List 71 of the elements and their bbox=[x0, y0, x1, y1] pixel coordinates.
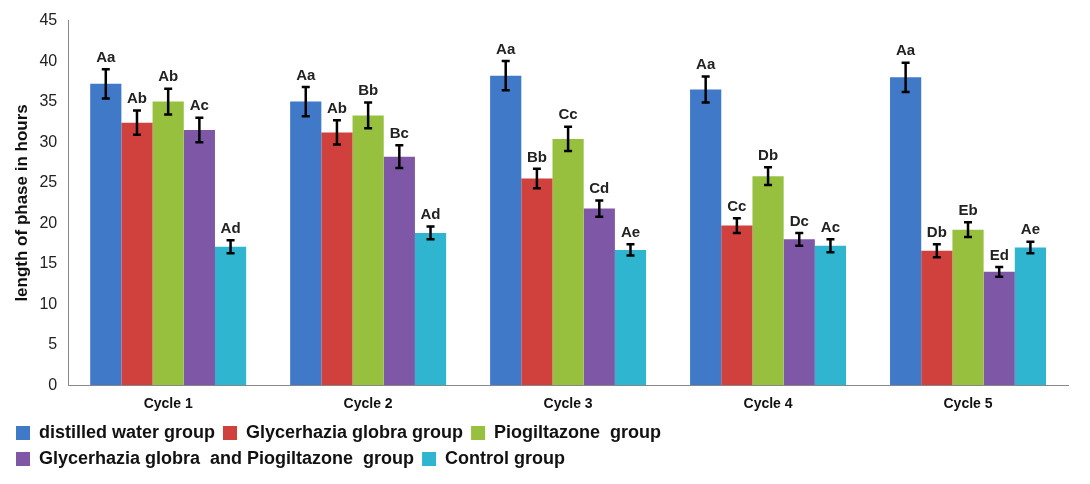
data-label: Aa bbox=[496, 39, 516, 57]
bar bbox=[521, 178, 553, 386]
data-label: Ad bbox=[420, 205, 441, 223]
y-axis-title: length of phase in hours bbox=[11, 104, 31, 302]
bar bbox=[321, 132, 353, 386]
data-label: Aa bbox=[96, 47, 117, 65]
bar bbox=[1014, 247, 1046, 386]
bar bbox=[490, 75, 522, 386]
y-tick-label: 45 bbox=[39, 11, 58, 29]
bar bbox=[690, 89, 722, 386]
bar bbox=[721, 225, 753, 386]
bar bbox=[890, 77, 922, 386]
data-label: Aa bbox=[696, 55, 716, 73]
bar bbox=[214, 246, 247, 386]
bar bbox=[552, 138, 584, 386]
data-label: Db bbox=[926, 222, 947, 240]
data-label: Cd bbox=[589, 179, 610, 197]
y-tick-label: 5 bbox=[48, 335, 58, 353]
data-label: Aa bbox=[896, 41, 916, 59]
bar bbox=[921, 250, 953, 386]
bar bbox=[414, 232, 447, 386]
y-tick-label: 30 bbox=[39, 132, 58, 150]
data-label: Ad bbox=[220, 218, 241, 236]
data-label: Ed bbox=[989, 245, 1009, 263]
data-label: Cc bbox=[727, 196, 747, 214]
x-tick-label: Cycle 4 bbox=[743, 395, 793, 412]
data-label: Bc bbox=[389, 124, 409, 142]
bar bbox=[814, 245, 847, 386]
data-label: Ac bbox=[820, 218, 841, 235]
bar bbox=[783, 239, 815, 386]
x-tick-label: Cycle 3 bbox=[543, 395, 593, 412]
bar bbox=[952, 229, 984, 386]
x-tick-label: Cycle 5 bbox=[943, 395, 993, 412]
bar bbox=[614, 249, 647, 386]
data-label: Cc bbox=[558, 105, 578, 123]
data-label: Bb bbox=[526, 147, 547, 165]
data-label: Aa bbox=[296, 65, 316, 83]
bar bbox=[383, 156, 415, 386]
bar bbox=[183, 129, 215, 386]
data-label: Ae bbox=[1020, 220, 1040, 238]
y-tick-label: 20 bbox=[39, 213, 58, 231]
data-label: Bb bbox=[358, 81, 379, 99]
bar bbox=[90, 83, 122, 386]
bar bbox=[583, 208, 615, 386]
y-tick-label: 25 bbox=[39, 173, 58, 191]
data-label: Db bbox=[758, 145, 779, 163]
x-tick-label: Cycle 1 bbox=[143, 395, 193, 412]
data-label: Eb bbox=[958, 200, 978, 218]
y-tick-label: 10 bbox=[39, 294, 58, 312]
data-label: Ab bbox=[158, 67, 179, 85]
y-tick-label: 0 bbox=[48, 375, 58, 393]
bar bbox=[983, 271, 1015, 386]
legend-label: Control group bbox=[445, 447, 566, 468]
y-tick-label: 40 bbox=[39, 51, 58, 69]
y-tick-label: 15 bbox=[39, 254, 58, 272]
legend-label: distilled water group bbox=[39, 421, 216, 442]
x-tick-label: Cycle 2 bbox=[343, 395, 393, 412]
data-label: Dc bbox=[789, 211, 809, 229]
data-label: Ab bbox=[126, 89, 147, 107]
data-label: Ab bbox=[326, 98, 347, 116]
legend-label: Piogiltazone group bbox=[494, 421, 662, 442]
bar bbox=[352, 115, 384, 386]
legend-label: Glycerhazia globra and Piogiltazone group bbox=[39, 447, 415, 468]
bar bbox=[752, 176, 784, 386]
bar bbox=[152, 101, 184, 386]
data-label: Ac bbox=[189, 96, 209, 114]
bar bbox=[290, 101, 322, 386]
y-tick-label: 35 bbox=[39, 92, 58, 110]
data-label: Ae bbox=[620, 222, 641, 240]
bar bbox=[121, 122, 153, 386]
legend-label: Glycerhazia globra group bbox=[246, 421, 464, 442]
